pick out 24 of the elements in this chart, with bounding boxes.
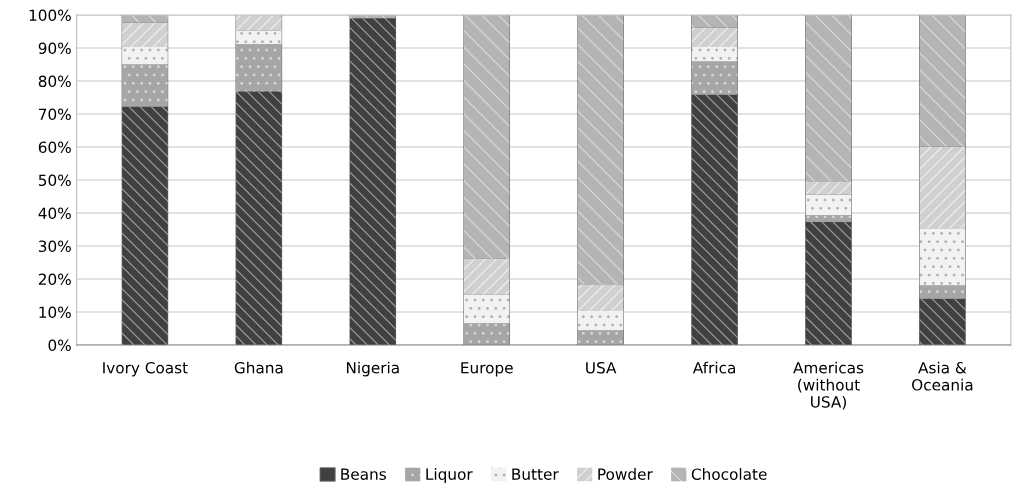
x-tick-label: Asia & Oceania bbox=[912, 361, 973, 391]
x-tick-label: Ivory Coast bbox=[103, 361, 188, 377]
x-tick-label: USA bbox=[586, 361, 617, 374]
y-tick-label: 60% bbox=[38, 141, 71, 154]
y-tick-label: 100% bbox=[29, 9, 71, 22]
y-tick-label: 10% bbox=[39, 306, 71, 319]
x-tick-label: Nigeria bbox=[346, 361, 399, 377]
x-tick-label: Ghana bbox=[234, 361, 283, 374]
x-tick-label: Europe bbox=[461, 362, 513, 377]
legend-label: Chocolate bbox=[691, 468, 767, 480]
y-tick-label: 40% bbox=[38, 207, 71, 220]
y-tick-label: 50% bbox=[38, 174, 71, 187]
legend-label: Butter bbox=[512, 468, 559, 480]
y-tick-label: 70% bbox=[39, 108, 71, 121]
x-tick-label: Africa bbox=[692, 361, 735, 374]
y-tick-label: 80% bbox=[38, 75, 71, 88]
x-tick-label: Americas (without USA) bbox=[793, 361, 864, 410]
legend-label: Beans bbox=[341, 468, 386, 480]
legend-label: Powder bbox=[598, 468, 653, 480]
y-tick-label: 20% bbox=[38, 273, 71, 286]
y-tick-label: 90% bbox=[38, 42, 71, 55]
legend-label: Liquor bbox=[426, 468, 473, 483]
y-tick-label: 30% bbox=[38, 240, 71, 253]
y-tick-label: 0% bbox=[48, 339, 71, 352]
